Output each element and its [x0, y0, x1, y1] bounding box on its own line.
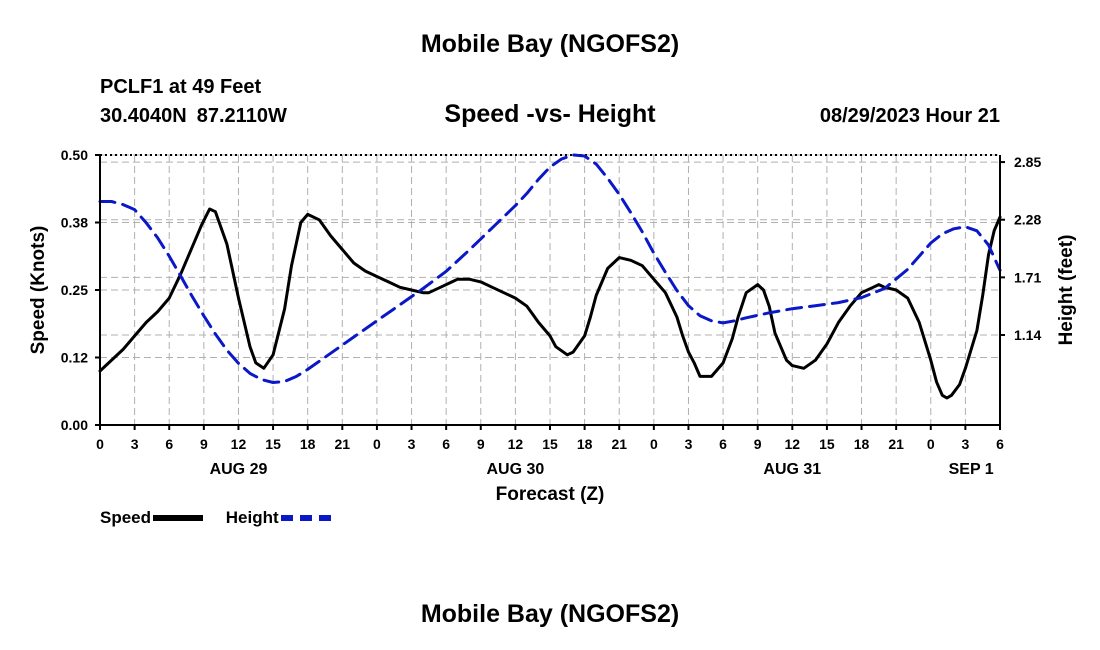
legend-height-swatch	[280, 515, 331, 521]
x-tick-label-2: 6	[165, 436, 173, 452]
longitude-label: 87.2110W	[196, 105, 287, 127]
forecast-datetime: 08/29/2023 Hour 21	[819, 105, 1000, 127]
x-tick-label-7: 21	[335, 436, 351, 452]
station-label: PCLF1 at 49 Feet	[100, 76, 262, 98]
x-tick-label-13: 15	[542, 436, 558, 452]
y-tick-label-right-2: 2.28	[1014, 212, 1041, 228]
x-tick-label-21: 15	[819, 436, 835, 452]
x-tick-label-23: 21	[888, 436, 904, 452]
legend-speed-swatch	[153, 515, 204, 521]
y-tick-label-left-1: 0.12	[61, 350, 88, 366]
x-tick-label-20: 12	[785, 436, 801, 452]
x-day-label-2: AUG 31	[763, 461, 821, 478]
x-tick-label-4: 12	[231, 436, 247, 452]
x-tick-label-1: 3	[131, 436, 139, 452]
x-tick-label-15: 21	[611, 436, 627, 452]
speed-height-chart: 0 3 6 9 12 15 18 21 0 3 6 9 12 15 18 21 0 3 6 9 12 15 18 21 0 3 6 A…	[28, 147, 1077, 505]
station-coordinates: 30.4040N 87.2110W	[100, 105, 287, 128]
x-tick-label-8: 0	[373, 436, 381, 452]
x-tick-label-24: 0	[927, 436, 935, 452]
chart-subtitle: Speed -vs- Height	[444, 100, 656, 128]
y-tick-label-left-3: 0.38	[61, 215, 88, 231]
y-tick-label-right-1: 1.71	[1014, 269, 1041, 285]
latitude-label: 30.4040N	[100, 105, 187, 127]
x-axis-title: Forecast (Z)	[496, 484, 605, 505]
x-tick-label-19: 9	[754, 436, 762, 452]
series-line-height	[98, 153, 1002, 384]
y-axis-right-title: Height (feet)	[1056, 235, 1077, 346]
footer-title: Mobile Bay (NGOFS2)	[420, 600, 680, 628]
y-tick-label-left-0: 0.00	[61, 417, 88, 433]
x-tick-label-11: 9	[477, 436, 485, 452]
y-tick-label-left-2: 0.25	[61, 282, 88, 298]
x-tick-label-18: 6	[719, 436, 727, 452]
y-tick-label-right-3: 2.85	[1014, 154, 1041, 170]
x-day-label-1: AUG 30	[486, 461, 544, 478]
x-tick-label-22: 18	[854, 436, 870, 452]
x-tick-label-12: 12	[508, 436, 524, 452]
x-tick-label-3: 9	[200, 436, 208, 452]
chart-legend: Speed Height	[100, 508, 349, 528]
y-axis-left-title: Speed (Knots)	[28, 226, 49, 355]
x-tick-label-9: 3	[408, 436, 416, 452]
x-tick-label-14: 18	[577, 436, 593, 452]
y-tick-label-left-4: 0.50	[61, 147, 88, 163]
y-tick-label-right-0: 1.14	[1014, 327, 1041, 343]
legend-height-label: Height	[225, 508, 279, 527]
x-tick-label-17: 3	[685, 436, 693, 452]
legend-speed: Speed	[100, 508, 204, 528]
chart-main-title: Mobile Bay (NGOFS2)	[420, 30, 680, 58]
legend-speed-label: Speed	[100, 508, 152, 527]
x-tick-label-16: 0	[650, 436, 658, 452]
x-day-label-3: SEP 1	[949, 461, 994, 478]
legend-height: Height	[226, 508, 331, 528]
x-day-label-0: AUG 29	[210, 461, 268, 478]
x-tick-label-10: 6	[442, 436, 450, 452]
x-tick-label-5: 15	[265, 436, 281, 452]
x-tick-label-25: 3	[961, 436, 969, 452]
x-tick-label-0: 0	[96, 436, 104, 452]
x-tick-label-6: 18	[300, 436, 316, 452]
x-tick-label-26: 6	[996, 436, 1004, 452]
series-line-speed	[98, 207, 1002, 400]
